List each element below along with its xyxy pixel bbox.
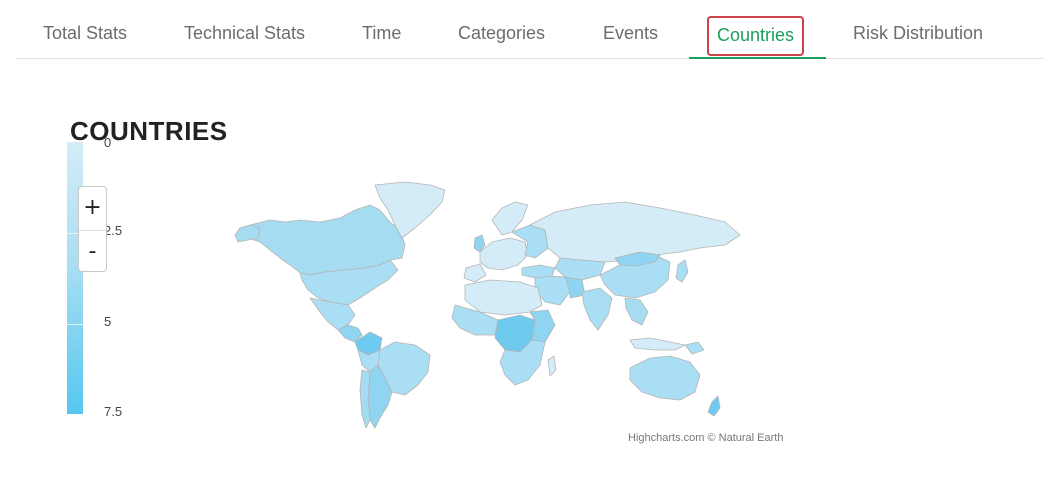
map-region-east-africa bbox=[529, 309, 556, 343]
color-axis-label-2-5: 2.5 bbox=[104, 223, 123, 238]
map-region-mongolia bbox=[614, 251, 661, 267]
world-map[interactable] bbox=[230, 180, 750, 430]
active-tab-underline bbox=[689, 57, 826, 59]
tab-risk-distribution[interactable]: Risk Distribution bbox=[853, 23, 984, 43]
map-region-north-africa bbox=[464, 279, 543, 316]
map-region-west-africa bbox=[451, 304, 499, 336]
map-zoom-controls: + - bbox=[78, 186, 107, 272]
map-region-india bbox=[581, 287, 613, 331]
map-region-iran bbox=[564, 276, 586, 299]
color-axis-label-0: 0 bbox=[104, 135, 112, 150]
map-region-indonesia bbox=[629, 337, 686, 351]
color-axis-tick bbox=[67, 324, 83, 325]
chart-title: COUNTRIES bbox=[70, 116, 228, 146]
color-axis-label-7-5: 7.5 bbox=[104, 404, 123, 419]
zoom-in-button[interactable]: + bbox=[79, 187, 106, 229]
map-region-southern-africa bbox=[499, 339, 546, 386]
map-region-australia bbox=[629, 355, 701, 401]
map-region-alaska bbox=[234, 224, 261, 243]
tab-technical-stats[interactable]: Technical Stats bbox=[184, 23, 306, 43]
color-axis-tick bbox=[67, 233, 83, 234]
map-region-madagascar bbox=[547, 355, 557, 377]
map-region-iberia bbox=[463, 263, 487, 283]
map-region-western-europe bbox=[479, 237, 529, 271]
map-region-southeast-asia bbox=[624, 297, 649, 326]
tab-time[interactable]: Time bbox=[362, 23, 402, 43]
color-axis-label-5: 5 bbox=[104, 314, 112, 329]
map-region-papua bbox=[684, 341, 705, 355]
map-region-scandinavia bbox=[491, 201, 529, 236]
map-region-greenland bbox=[374, 181, 446, 239]
color-axis-bar bbox=[67, 142, 83, 414]
map-region-japan bbox=[675, 259, 689, 283]
map-region-uk bbox=[473, 234, 486, 253]
map-region-chile bbox=[359, 369, 371, 429]
map-credits-link[interactable]: Highcharts.com © Natural Earth bbox=[628, 432, 784, 444]
tab-categories[interactable]: Categories bbox=[458, 23, 546, 43]
map-region-central-asia bbox=[554, 257, 606, 281]
zoom-out-button[interactable]: - bbox=[79, 230, 106, 272]
map-region-usa bbox=[299, 259, 399, 306]
tab-total-stats[interactable]: Total Stats bbox=[43, 23, 128, 43]
tab-countries[interactable]: Countries bbox=[707, 16, 805, 56]
map-region-central-america bbox=[337, 324, 363, 343]
countries-chart: 0 2.5 5 7.5 COUNTRIES + - bbox=[0, 60, 1044, 482]
tab-events[interactable]: Events bbox=[603, 23, 659, 43]
map-region-new-zealand bbox=[707, 395, 721, 417]
tab-bar: Total Stats Technical Stats Time Categor… bbox=[16, 0, 1044, 59]
